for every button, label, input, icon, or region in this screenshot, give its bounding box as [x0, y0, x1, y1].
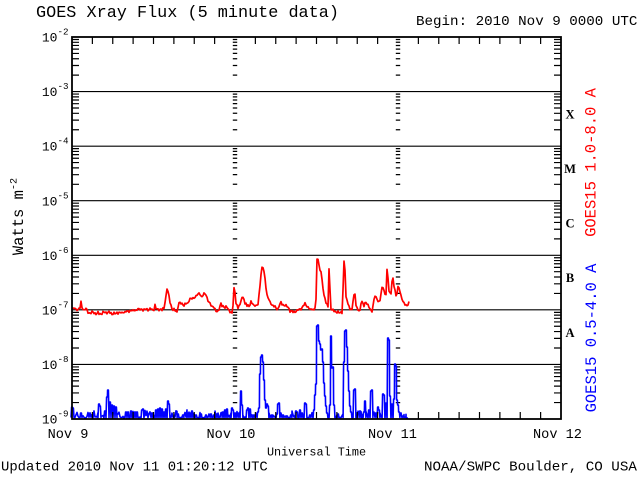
svg-text:Nov 12: Nov 12 — [533, 428, 582, 443]
svg-text:Watts m-2: Watts m-2 — [10, 178, 29, 255]
svg-text:M: M — [564, 162, 576, 176]
svg-text:Universal Time: Universal Time — [267, 446, 366, 460]
svg-text:GOES Xray Flux (5 minute data): GOES Xray Flux (5 minute data) — [36, 4, 339, 23]
svg-text:B: B — [566, 271, 574, 285]
svg-text:Nov 9: Nov 9 — [48, 428, 89, 443]
svg-text:X: X — [565, 108, 574, 122]
svg-text:Updated 2010 Nov 11 01:20:12 U: Updated 2010 Nov 11 01:20:12 UTC — [1, 460, 268, 476]
svg-text:Nov 10: Nov 10 — [207, 428, 256, 443]
svg-text:NOAA/SWPC Boulder, CO USA: NOAA/SWPC Boulder, CO USA — [424, 460, 637, 476]
svg-text:Begin: 2010 Nov 9 0000 UTC: Begin: 2010 Nov 9 0000 UTC — [416, 14, 637, 30]
svg-text:GOES15 0.5-4.0 A: GOES15 0.5-4.0 A — [583, 263, 601, 413]
svg-text:GOES15 1.0-8.0 A: GOES15 1.0-8.0 A — [583, 87, 601, 237]
svg-text:Nov 11: Nov 11 — [368, 428, 417, 443]
svg-text:C: C — [565, 217, 574, 231]
svg-text:A: A — [565, 326, 574, 340]
